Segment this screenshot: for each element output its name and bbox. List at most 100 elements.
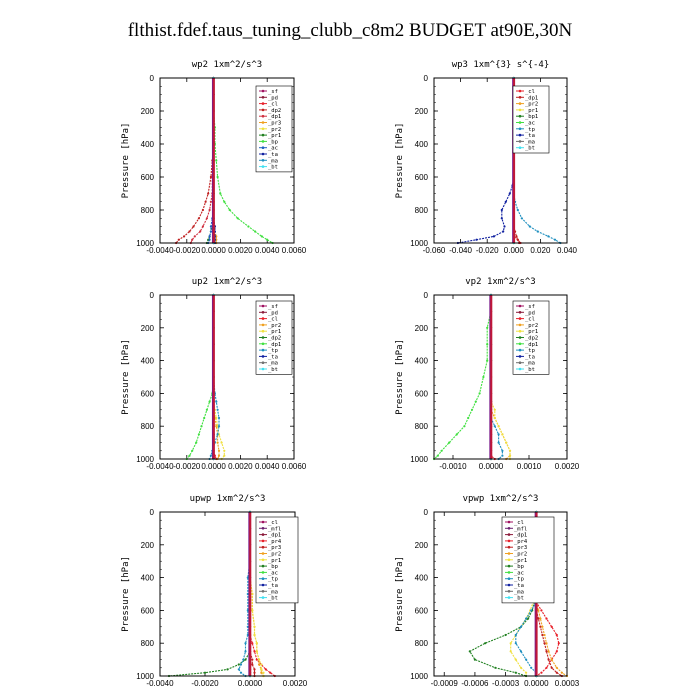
series-point [207,192,210,195]
y-axis-label: Pressure [hPa] [395,556,405,632]
series-point [223,449,226,452]
series-point [269,671,272,674]
legend-marker [507,539,511,543]
legend-label: _pr1 [525,108,538,114]
y-tick-label: 400 [141,574,155,583]
series-point [467,416,470,420]
legend-marker [261,159,265,162]
chart-title: wp2 1xm^2/s^3 [192,60,262,70]
y-tick-label: 600 [415,389,429,398]
legend-label: _ma [514,589,524,595]
legend-marker [261,133,265,137]
legend-marker [518,311,522,314]
series-point [463,425,466,428]
series-point [501,454,504,457]
chart-panel-5: vpwp 1xm^2/s^3 Pressure [hPa] 0 200 400 600 80… [395,494,580,688]
series-point [493,425,496,428]
series-point [500,217,503,220]
legend-label: _ac [268,146,278,152]
chart-panel-2: up2 1xm^2/s^3 Pressure [hPa] 0 200 400 600 800… [121,277,307,471]
y-tick-label: 0 [150,291,155,300]
x-tick-label: -0.0020 [191,679,219,688]
series-point [497,425,500,428]
x-tick-label: 0.0003 [555,679,580,688]
series-point [201,225,204,228]
legend-label: _tp [268,348,278,354]
y-axis-label: Pressure [hPa] [395,339,405,415]
series-point [199,230,202,233]
y-tick-label: 800 [141,206,155,215]
series-point [209,454,212,457]
series-point [192,225,195,228]
legend-label: _pr2 [268,323,281,329]
series-point [246,625,249,628]
legend-marker [518,329,522,333]
y-tick-label: 1000 [410,239,428,248]
series-point [247,225,250,228]
legend-label: _pr1 [514,558,527,564]
series-point [486,359,489,362]
legend-marker [261,539,265,543]
y-axis-label: Pressure [hPa] [121,556,131,632]
legend-label: _pr2 [525,102,538,108]
x-tick-label: 0.0040 [255,246,280,255]
y-tick-label: 800 [141,639,155,648]
x-tick-label: 0.0020 [555,462,580,471]
legend-marker [261,146,265,149]
series-point [550,625,553,628]
legend-marker [507,596,511,599]
legend-marker [261,329,265,333]
legend-marker [518,108,522,112]
series-point [547,235,550,238]
legend-marker [261,533,265,536]
series-point [260,671,263,674]
legend-label: _ma [268,589,278,595]
legend-marker [261,583,265,587]
series-point [183,235,186,238]
y-tick-label: 0 [150,74,155,83]
series-point [484,642,487,645]
legend-marker [518,127,522,131]
series-point [215,416,218,420]
series-point [177,238,180,241]
series-point [253,625,256,628]
legend-marker [261,108,265,112]
legend-marker [261,348,265,352]
x-tick-label: 0.0010 [517,462,542,471]
legend-marker [507,583,511,587]
y-tick-label: 200 [415,541,429,550]
series-point [251,658,254,661]
legend: _cl_mfl_dp1_pr4_pr3_pr2_pr1_bp_ac_tp_ta_… [255,516,299,604]
series-line-tp [490,295,503,460]
series-point [191,449,194,452]
legend-label: _dp1 [268,533,281,539]
series-point [255,642,258,645]
legend-marker [261,552,265,555]
series-line-dp2 [175,78,215,244]
x-tick-label: 0.0040 [255,462,280,471]
y-axis-label: Pressure [hPa] [121,123,131,199]
y-tick-label: 1000 [410,672,428,681]
y-tick-label: 800 [415,206,429,215]
series-point [475,238,478,241]
series-point [203,416,206,420]
y-tick-label: 600 [141,173,155,182]
series-point [514,642,517,645]
x-tick-label: -0.0006 [461,679,489,688]
series-point [253,668,256,671]
legend-marker [261,102,265,105]
series-point [226,668,229,671]
legend-marker [261,590,265,593]
x-tick-label: 0.0000 [238,679,263,688]
series-point [500,208,503,212]
series-point [520,217,523,220]
legend-label: _pr2 [268,552,281,558]
series-point [550,658,553,661]
legend-label: _ma [268,361,278,367]
y-tick-label: 0 [424,291,429,300]
series-point [470,408,474,411]
series-point [260,668,263,671]
series-point [508,449,512,452]
legend-label: _tp [268,577,278,583]
legend-label: _dp1 [268,342,281,348]
